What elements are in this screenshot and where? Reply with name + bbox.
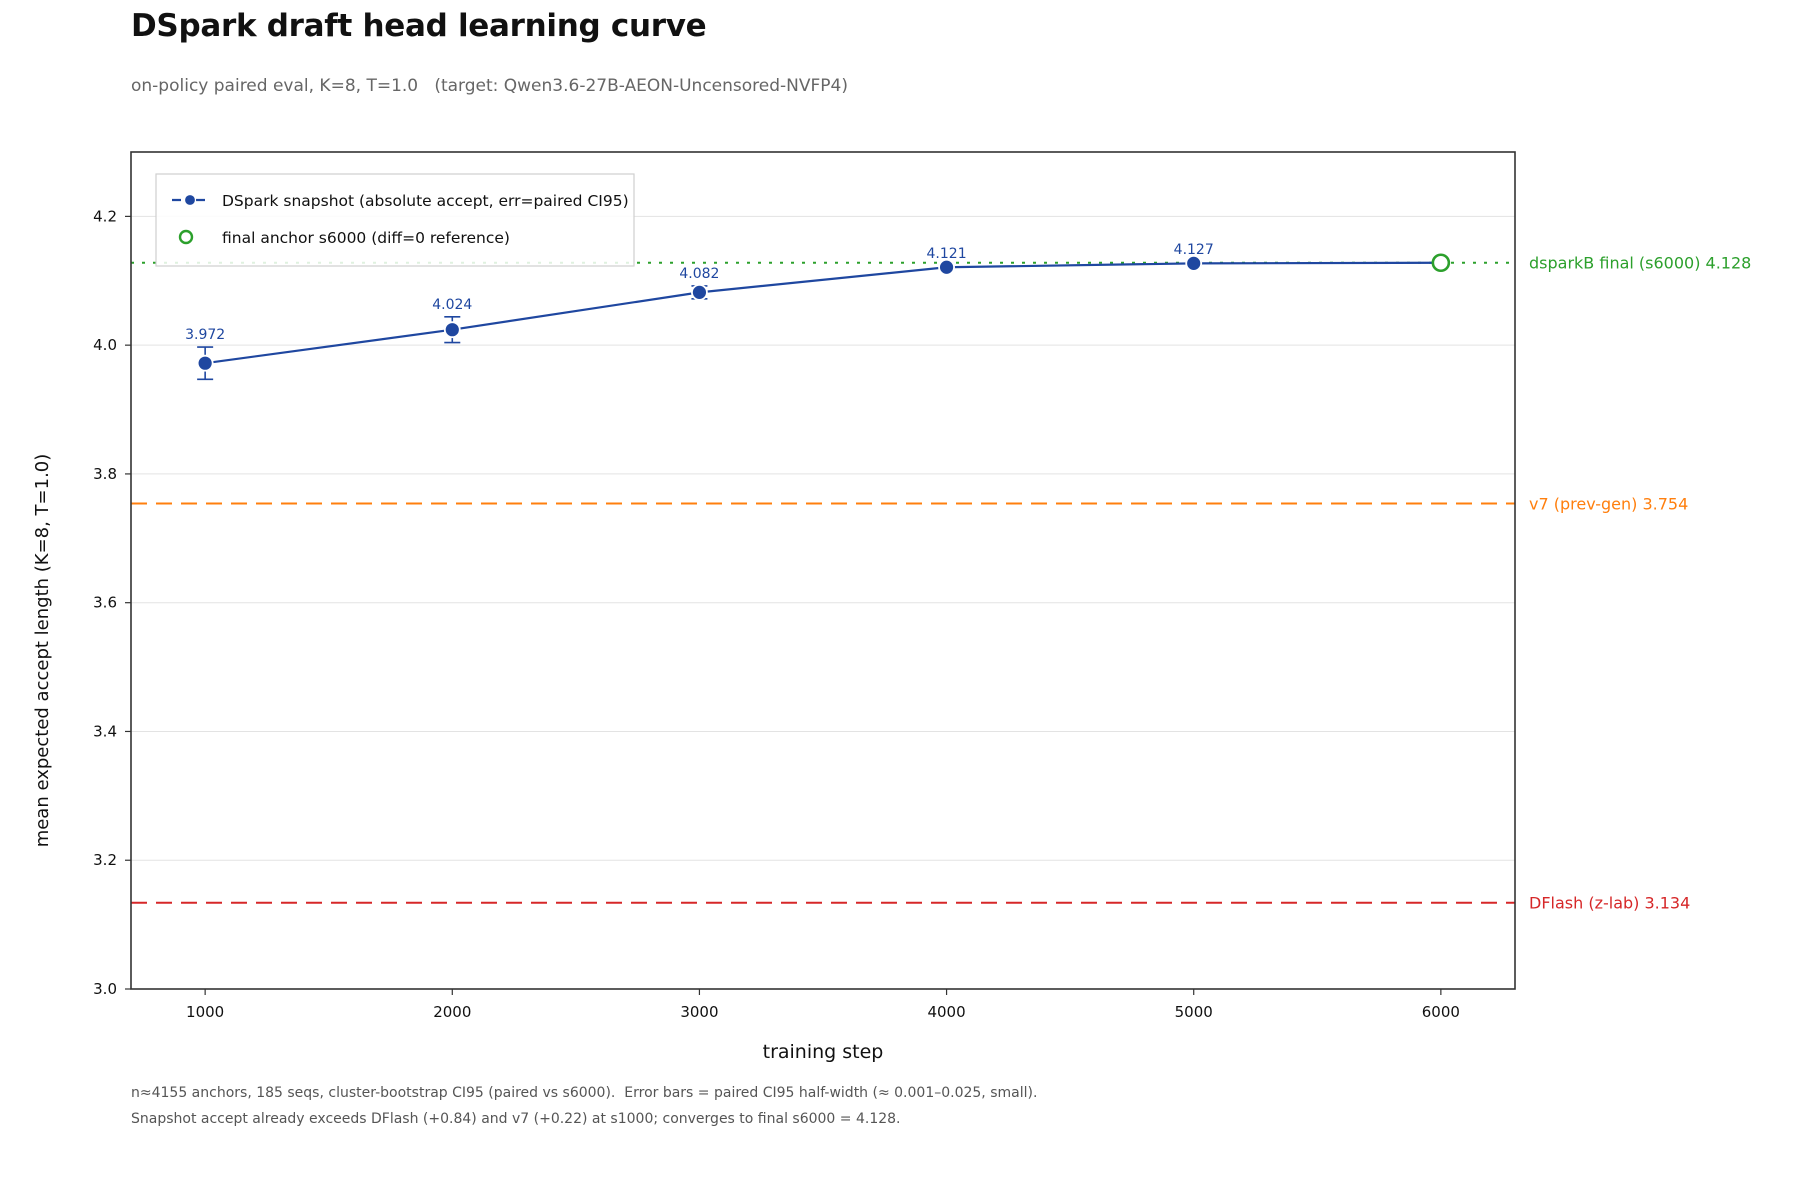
x-tick-label: 6000 [1422, 1003, 1460, 1021]
footnote-line-1: n≈4155 anchors, 185 seqs, cluster-bootst… [131, 1085, 1038, 1101]
y-tick-label: 3.4 [93, 722, 117, 740]
reference-label: DFlash (z-lab) 3.134 [1529, 894, 1690, 913]
data-label: 4.082 [679, 266, 719, 282]
x-tick-label: 5000 [1175, 1003, 1213, 1021]
y-tick-label: 4.0 [93, 336, 117, 354]
data-point [691, 283, 708, 301]
data-point [196, 354, 214, 372]
reference-label: dsparkB final (s6000) 4.128 [1529, 254, 1751, 273]
plot-frame [130, 151, 1516, 990]
y-tick-label: 3.6 [93, 594, 117, 612]
x-tick-label: 1000 [186, 1003, 224, 1021]
reference-lines: dsparkB final (s6000) 4.128 v7 (prev-gen)… [131, 254, 1751, 913]
data-point [1185, 254, 1203, 272]
chart-title: DSpark draft head learning curve [131, 8, 707, 44]
anchor-point [1431, 253, 1451, 273]
x-tick-label: 4000 [927, 1003, 965, 1021]
data-label: 4.024 [432, 297, 472, 313]
legend: DSpark snapshot (absolute accept, err=pa… [155, 173, 635, 267]
legend-box [155, 173, 635, 267]
data-point [938, 258, 955, 276]
y-tick-label: 3.2 [93, 851, 117, 869]
y-tick-label: 3.8 [93, 465, 117, 483]
axes: 3.0 3.2 3.4 3.6 3.8 4.0 4.2 1000 2000 3000 4000 500… [32, 207, 1460, 1063]
series-line [204, 261, 1441, 365]
grid-lines [131, 215, 1515, 861]
chart-subtitle: on-policy paired eval, K=8, T=1.0 (targe… [131, 76, 848, 96]
legend-swatch-anchor [178, 229, 194, 245]
data-label: 4.121 [927, 246, 967, 262]
legend-label: DSpark snapshot (absolute accept, err=pa… [222, 192, 629, 210]
x-tick-label: 2000 [433, 1003, 471, 1021]
y-tick-label: 3.0 [93, 980, 117, 998]
data-label: 3.972 [185, 327, 225, 343]
data-point [443, 321, 461, 339]
x-tick-label: 3000 [680, 1003, 718, 1021]
reference-label: v7 (prev-gen) 3.754 [1529, 495, 1688, 514]
series-layer: 3.972 4.024 4.082 4.121 4.127 [185, 242, 1451, 381]
y-axis-label: mean expected accept length (K=8, T=1.0) [32, 454, 53, 848]
y-tick-label: 4.2 [93, 207, 117, 225]
legend-swatch-marker [183, 193, 197, 207]
legend-label: final anchor s6000 (diff=0 reference) [222, 229, 510, 247]
x-axis-label: training step [763, 1041, 884, 1063]
data-label: 4.127 [1174, 242, 1214, 258]
footnote-line-2: Snapshot accept already exceeds DFlash (… [131, 1111, 901, 1127]
